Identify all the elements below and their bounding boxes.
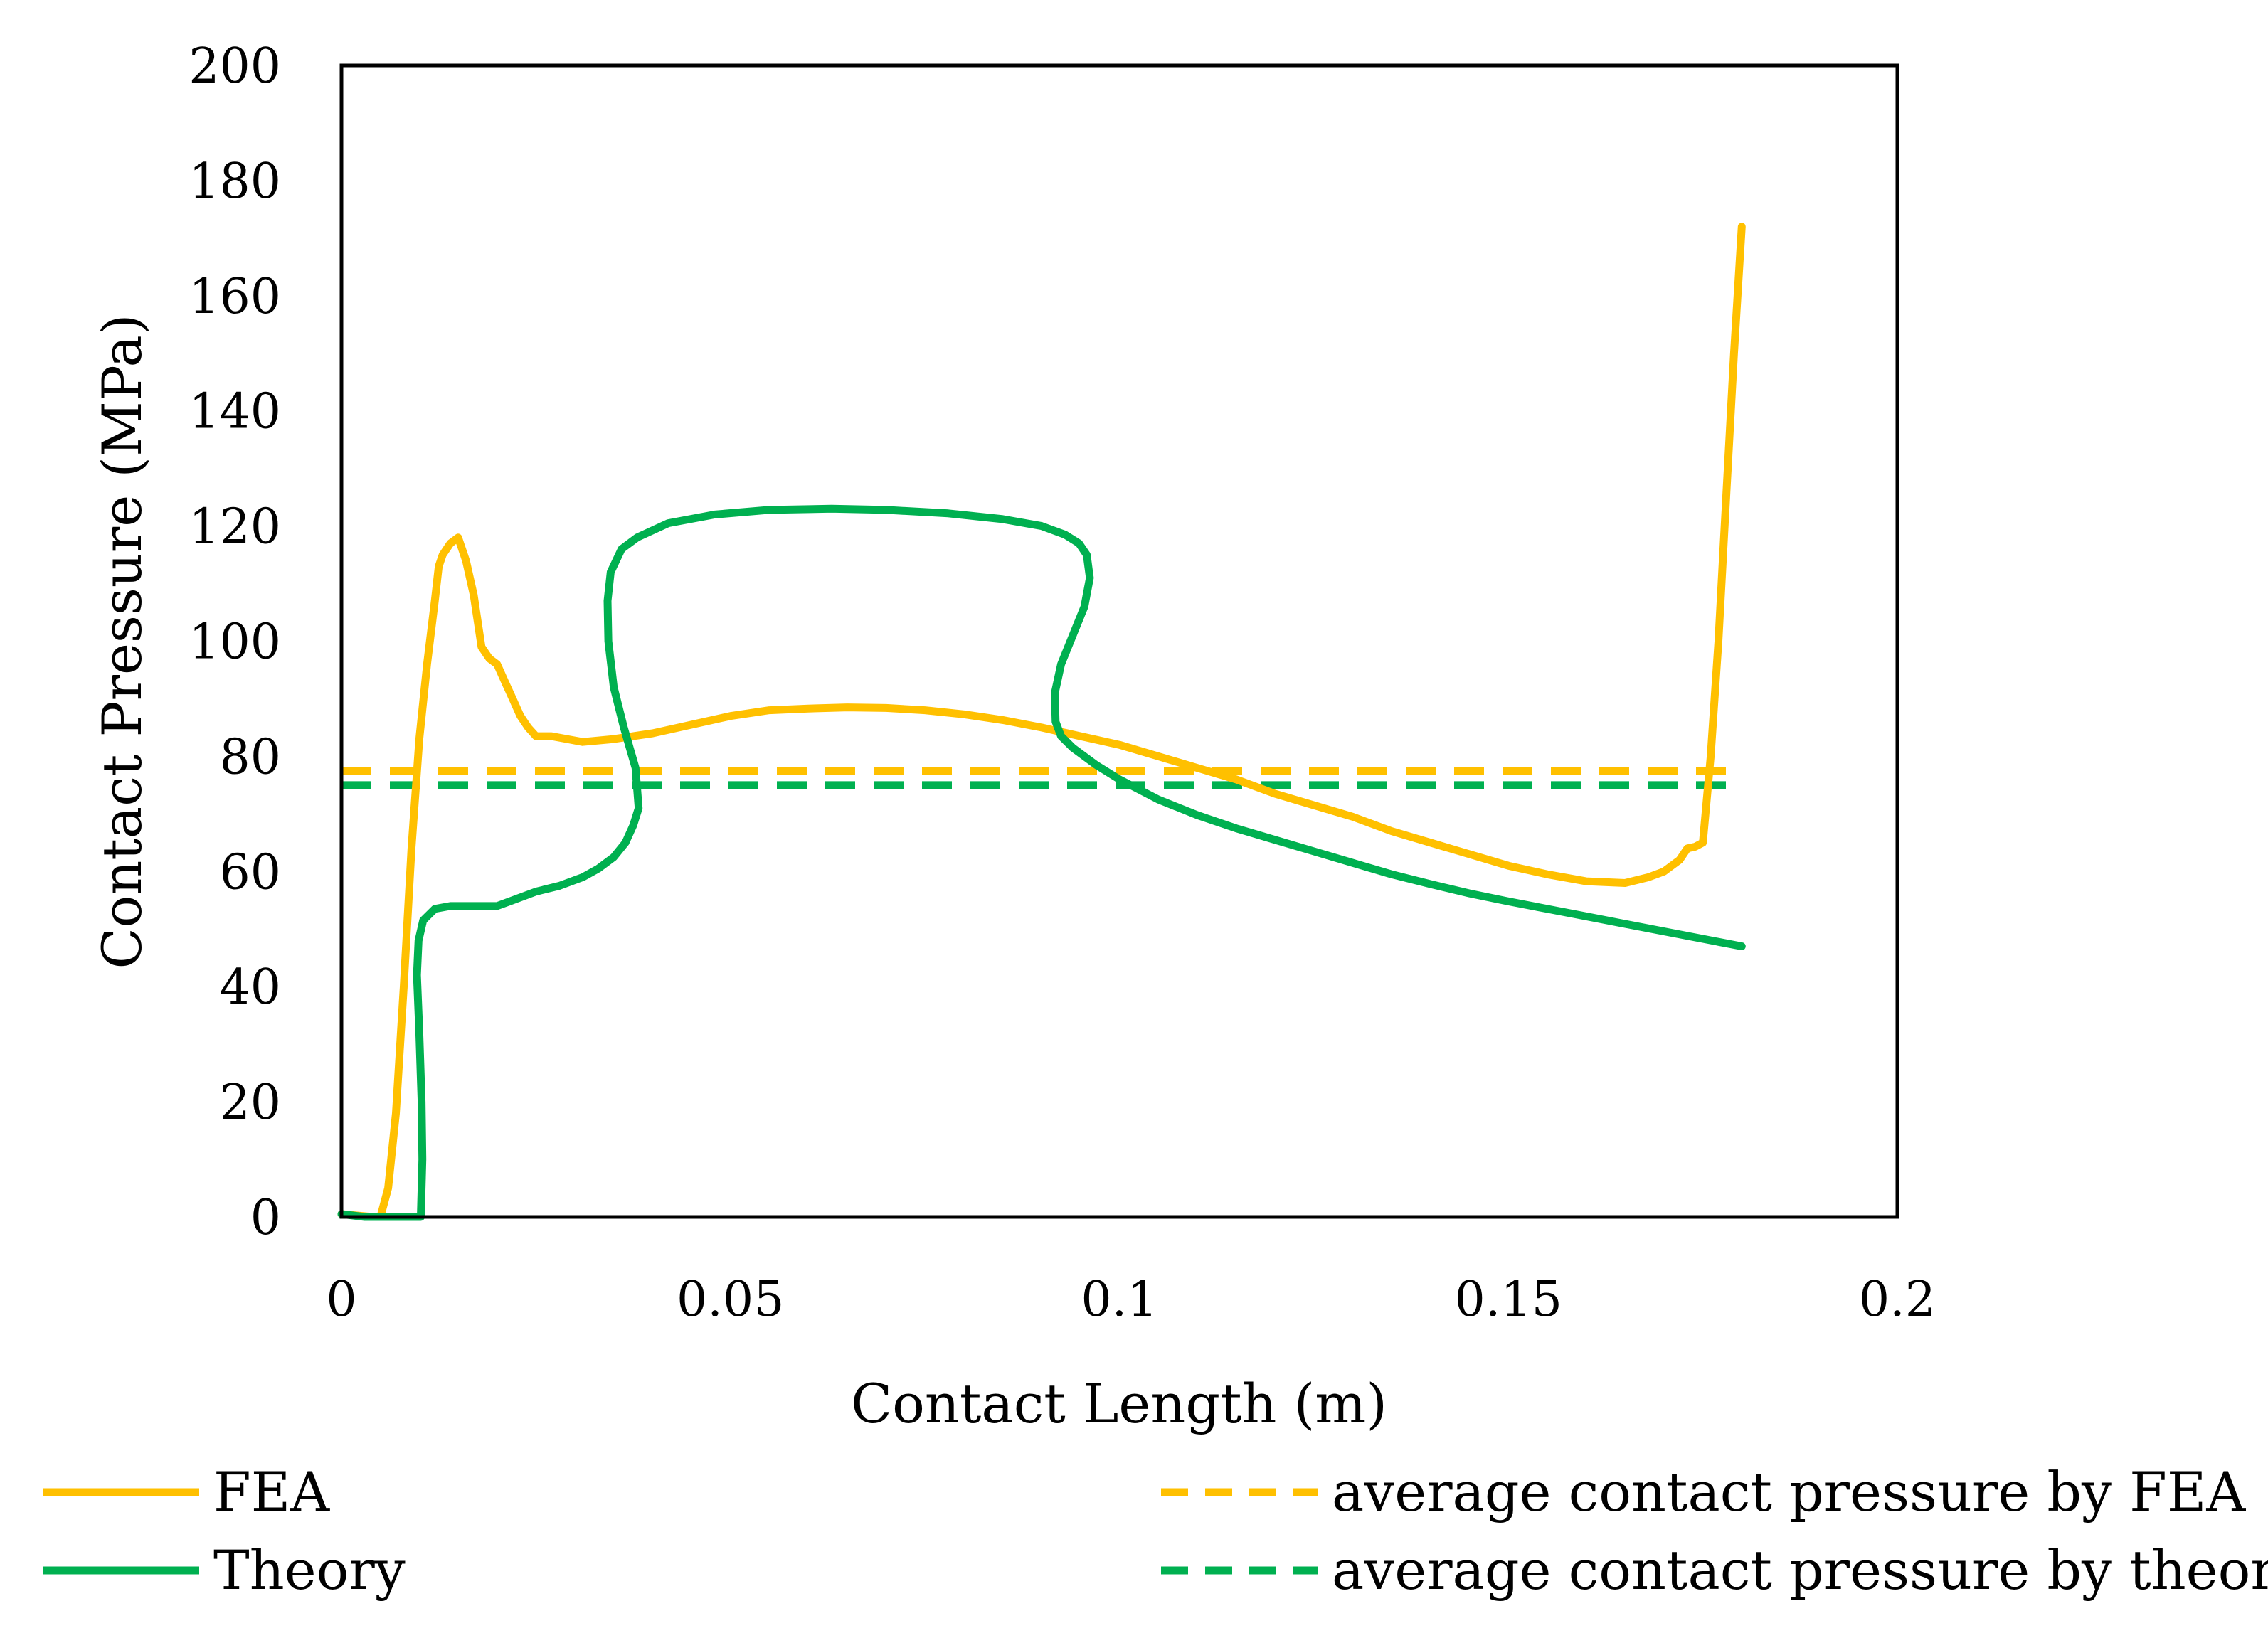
y-tick-label-200: 200 [189,38,281,95]
y-tick-label-80: 80 [219,729,281,785]
x-tick-label-0.05: 0.05 [677,1272,784,1328]
y-tick-label-180: 180 [189,154,281,210]
x-axis-title: Contact Length (m) [851,1372,1387,1435]
y-tick-label-20: 20 [219,1075,281,1131]
y-tick-label-140: 140 [189,384,281,440]
y-tick-label-160: 160 [189,269,281,325]
y-tick-label-120: 120 [189,499,281,555]
x-tick-labels: 0 0.05 0.1 0.15 0.2 [326,1272,1936,1328]
x-tick-label-0.2: 0.2 [1859,1272,1936,1328]
legend-label-average-contact-pressure-by-theory: average contact pressure by theory [1332,1538,2268,1602]
series-layer [337,223,1746,1221]
y-tick-label-40: 40 [219,959,281,1016]
x-tick-label-0.15: 0.15 [1455,1272,1562,1328]
legend-item-average-contact-pressure-by-theory: average contact pressure by theory [1161,1538,2268,1602]
legend-item-average-contact-pressure-by-fea: average contact pressure by FEA [1161,1460,2246,1523]
y-tick-label-0: 0 [250,1190,281,1246]
legend-label-average-contact-pressure-by-fea: average contact pressure by FEA [1332,1460,2246,1523]
plot-area-frame [339,63,1899,1219]
legend-item-fea: FEA [43,1460,330,1523]
legend-item-theory: Theory [43,1538,406,1602]
legend-label-theory: Theory [213,1538,406,1602]
series-line-theory [337,504,1746,1221]
series-line-fea [337,223,1746,1221]
y-tick-label-60: 60 [219,844,281,900]
x-tick-label-0: 0 [326,1272,356,1328]
y-tick-label-100: 100 [189,615,281,671]
x-tick-label-0.1: 0.1 [1081,1272,1157,1328]
legend-label-fea: FEA [213,1460,330,1523]
legend: FEA average contact pressure by FEA Theory… [43,1460,2268,1602]
y-axis-title: Contact Pressure (MPa) [90,314,154,969]
y-tick-labels: 0 20 40 60 80 100 120 140 160 180 200 [189,38,281,1246]
